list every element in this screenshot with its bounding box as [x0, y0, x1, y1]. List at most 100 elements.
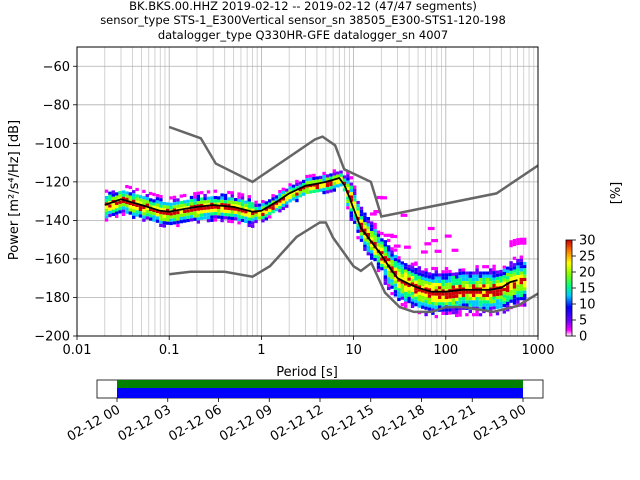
x-tick-label: 10 — [345, 343, 362, 358]
psd-cell — [227, 190, 231, 195]
psd-cell — [128, 211, 132, 215]
psd-cell — [261, 219, 265, 223]
psd-cell — [302, 189, 306, 193]
psd-cell — [509, 267, 513, 271]
psd-cell — [336, 171, 340, 175]
psd-cell — [264, 207, 268, 211]
psd-cell — [363, 235, 367, 239]
psd-cell — [485, 306, 489, 310]
psd-cell — [404, 295, 408, 299]
psd-cell — [223, 209, 228, 213]
psd-cell — [468, 281, 472, 285]
psd-cell — [213, 215, 217, 219]
psd-cell — [458, 268, 462, 272]
psd-cell — [427, 285, 432, 289]
psd-cell — [251, 202, 255, 206]
x-tick-label: 1000 — [521, 343, 554, 358]
psd-cell — [247, 214, 251, 218]
psd-cell — [288, 186, 292, 190]
psd-cell — [380, 260, 384, 264]
psd-cell — [206, 219, 211, 223]
psd-cell — [390, 276, 394, 280]
psd-cell — [189, 218, 194, 222]
psd-cell — [414, 277, 418, 281]
psd-cell — [509, 274, 513, 278]
psd-cell — [482, 290, 486, 294]
psd-cell — [383, 246, 387, 250]
psd-cell — [455, 281, 459, 286]
psd-cell — [417, 298, 421, 302]
psd-cell — [390, 260, 394, 264]
psd-cell — [196, 217, 200, 221]
psd-cell — [213, 205, 217, 209]
colorbar-tick-label: 25 — [579, 250, 596, 265]
psd-cell — [125, 204, 129, 208]
psd-cell — [431, 292, 435, 296]
psd-cell — [492, 283, 496, 288]
psd-cell — [431, 298, 435, 303]
psd-cell — [512, 295, 517, 299]
psd-cell — [149, 214, 153, 218]
psd-cell — [353, 185, 357, 189]
psd-cell — [356, 226, 360, 230]
psd-cell — [461, 303, 466, 307]
psd-cell — [509, 277, 513, 281]
psd-cell — [438, 305, 442, 309]
psd-cell — [397, 278, 401, 282]
psd-cell — [431, 295, 435, 299]
psd-cell — [492, 290, 496, 294]
psd-cell — [135, 207, 139, 211]
psd-cell — [135, 197, 139, 201]
psd-cell — [512, 256, 517, 260]
psd-cell — [251, 221, 255, 225]
psd-cell — [274, 208, 279, 212]
psd-cell — [332, 172, 336, 176]
psd-cell — [230, 194, 234, 198]
psd-cell — [349, 214, 353, 218]
psd-cell — [465, 297, 469, 301]
psd-cell — [502, 291, 506, 295]
psd-cell — [397, 281, 401, 285]
psd-cell — [169, 218, 173, 222]
psd-cell — [142, 215, 146, 219]
psd-cell — [366, 233, 370, 237]
psd-cell — [336, 177, 340, 182]
psd-cell — [468, 271, 472, 275]
psd-cell — [441, 276, 445, 280]
psd-cell — [271, 200, 275, 204]
psd-cell — [162, 208, 166, 212]
psd-cell — [458, 281, 462, 285]
psd-cell — [383, 252, 387, 257]
psd-cell — [203, 197, 207, 201]
psd-cell — [346, 183, 350, 187]
psd-cell — [315, 189, 319, 193]
psd-cell — [295, 189, 299, 193]
psd-cell — [104, 199, 109, 203]
psd-cell — [489, 284, 493, 288]
psd-cell — [346, 196, 350, 200]
psd-cell — [499, 289, 503, 293]
psd-cell — [111, 203, 115, 207]
psd-cell — [366, 252, 370, 256]
psd-cell — [431, 305, 435, 309]
psd-cell — [448, 292, 452, 296]
psd-cell — [506, 269, 510, 273]
psd-cell — [485, 281, 489, 285]
psd-cell — [325, 187, 330, 191]
psd-cell — [196, 207, 200, 211]
psd-cell — [492, 277, 496, 281]
psd-cell — [414, 287, 418, 291]
x-tick-label: 1 — [257, 343, 265, 358]
psd-cell — [448, 276, 452, 280]
psd-cell — [353, 191, 357, 196]
psd-cell — [138, 214, 143, 218]
psd-cell — [172, 198, 177, 203]
psd-cell — [274, 201, 279, 205]
psd-cell — [176, 198, 180, 202]
psd-cell — [380, 267, 384, 271]
psd-cell — [346, 177, 350, 181]
psd-cell — [417, 288, 421, 292]
psd-cell — [237, 205, 241, 209]
psd-cell — [227, 200, 231, 204]
